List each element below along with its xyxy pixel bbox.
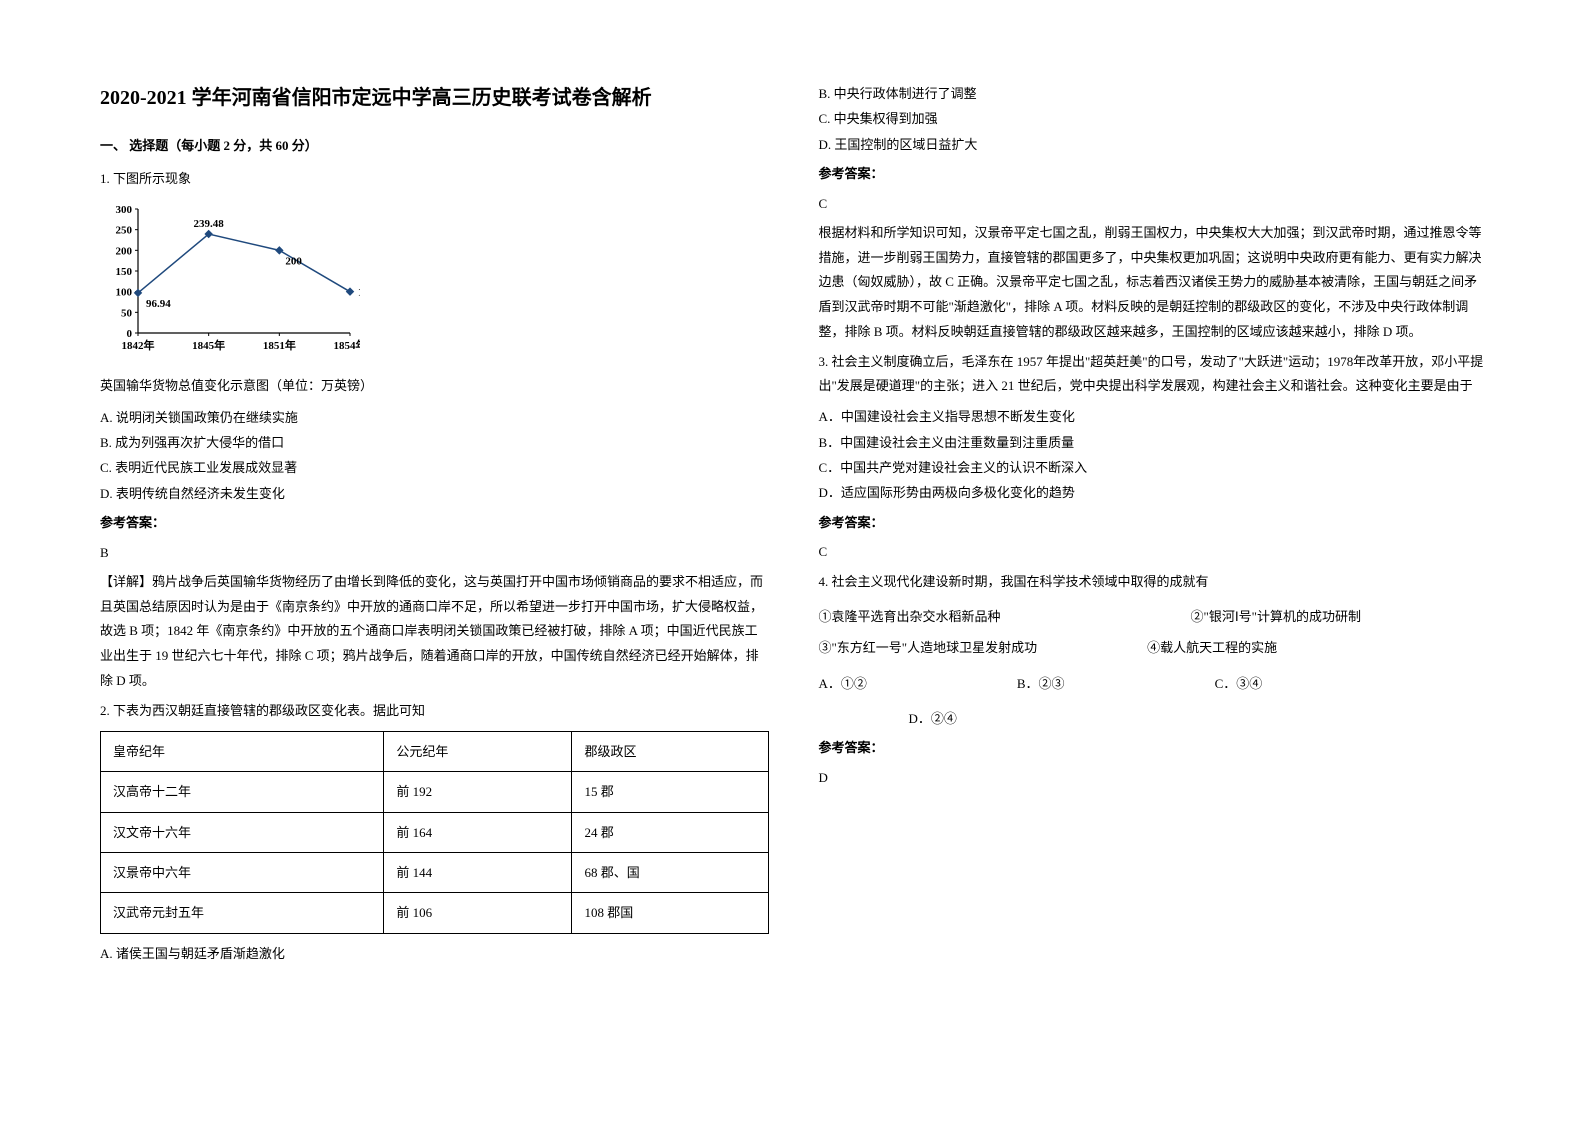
svg-text:0: 0	[127, 328, 133, 340]
q4-stem: 4. 社会主义现代化建设新时期，我国在科学技术领域中取得的成就有	[819, 570, 1488, 593]
section-header: 一、 选择题（每小题 2 分，共 60 分）	[100, 134, 769, 157]
table-cell: 前 164	[384, 812, 572, 852]
q4-answer: D	[819, 766, 1488, 789]
q4-answer-label: 参考答案：	[819, 736, 1488, 759]
q2-option-b: B. 中央行政体制进行了调整	[819, 82, 1488, 105]
q3-stem: 3. 社会主义制度确立后，毛泽东在 1957 年提出"超英赶美"的口号，发动了"…	[819, 350, 1488, 397]
svg-text:250: 250	[116, 224, 133, 236]
table-cell: 前 192	[384, 772, 572, 812]
table-cell: 汉文帝十六年	[101, 812, 384, 852]
q1-chart-container: 0 50 100 150 200 250 300 1842年 1845年 1851年 1854年 96…	[100, 199, 769, 366]
svg-text:200: 200	[285, 255, 302, 267]
table-header-row: 皇帝纪年 公元纪年 郡级政区	[101, 731, 769, 771]
q1-answer: B	[100, 541, 769, 564]
table-row: 汉景帝中六年 前 144 68 郡、国	[101, 852, 769, 892]
table-cell: 汉景帝中六年	[101, 852, 384, 892]
q3-answer-label: 参考答案：	[819, 511, 1488, 534]
table-row: 汉文帝十六年 前 164 24 郡	[101, 812, 769, 852]
q2-table: 皇帝纪年 公元纪年 郡级政区 汉高帝十二年 前 192 15 郡 汉文帝十六年 …	[100, 731, 769, 934]
q1-chart-caption: 英国输华货物总值变化示意图（单位：万英镑）	[100, 374, 769, 397]
q3-option-d: D．适应国际形势由两极向多极化变化的趋势	[819, 481, 1488, 504]
q2-answer-label: 参考答案：	[819, 162, 1488, 185]
svg-text:96.94: 96.94	[146, 298, 171, 310]
left-column: 2020-2021 学年河南省信阳市定远中学高三历史联考试卷含解析 一、 选择题…	[100, 80, 769, 967]
table-cell: 汉武帝元封五年	[101, 893, 384, 933]
q4-statements: ①袁隆平选育出杂交水稻新品种 ②"银河Ⅰ号"计算机的成功研制 ③"东方红一号"人…	[819, 605, 1488, 660]
table-header: 公元纪年	[384, 731, 572, 771]
q1-option-c: C. 表明近代民族工业发展成效显著	[100, 456, 769, 479]
svg-text:239.48: 239.48	[194, 218, 225, 230]
q1-option-b: B. 成为列强再次扩大侵华的借口	[100, 431, 769, 454]
svg-text:100: 100	[358, 286, 360, 298]
q4-options-row2: D．②④	[819, 707, 1488, 730]
q1-option-d: D. 表明传统自然经济未发生变化	[100, 482, 769, 505]
q4-option-a: A．①②	[819, 672, 867, 695]
table-row: 汉武帝元封五年 前 106 108 郡国	[101, 893, 769, 933]
svg-text:1845年: 1845年	[192, 338, 225, 352]
q2-option-d: D. 王国控制的区域日益扩大	[819, 133, 1488, 156]
q4-option-d: D．②④	[909, 711, 957, 726]
q2-explanation: 根据材料和所学知识可知，汉景帝平定七国之乱，削弱王国权力，中央集权大大加强；到汉…	[819, 221, 1488, 344]
svg-text:200: 200	[116, 245, 133, 257]
svg-text:50: 50	[121, 307, 133, 319]
q3-answer: C	[819, 540, 1488, 563]
table-cell: 15 郡	[572, 772, 768, 812]
q1-answer-label: 参考答案：	[100, 511, 769, 534]
svg-text:1842年: 1842年	[122, 338, 155, 352]
table-header: 郡级政区	[572, 731, 768, 771]
q1-explanation: 【详解】鸦片战争后英国输华货物经历了由增长到降低的变化，这与英国打开中国市场倾销…	[100, 570, 769, 693]
svg-text:300: 300	[116, 204, 133, 216]
svg-text:1854年: 1854年	[334, 338, 361, 352]
right-column: B. 中央行政体制进行了调整 C. 中央集权得到加强 D. 王国控制的区域日益扩…	[819, 80, 1488, 967]
q4-option-b: B．②③	[1017, 672, 1065, 695]
svg-text:150: 150	[116, 266, 133, 278]
q2-stem: 2. 下表为西汉朝廷直接管辖的郡级政区变化表。据此可知	[100, 699, 769, 722]
table-row: 汉高帝十二年 前 192 15 郡	[101, 772, 769, 812]
q4-option-c: C．③④	[1215, 672, 1263, 695]
table-cell: 68 郡、国	[572, 852, 768, 892]
q4-s2: ②"银河Ⅰ号"计算机的成功研制	[1191, 605, 1361, 628]
q4-s1: ①袁隆平选育出杂交水稻新品种	[819, 605, 1001, 628]
q4-s4: ④载人航天工程的实施	[1147, 636, 1277, 659]
table-header: 皇帝纪年	[101, 731, 384, 771]
q4-s3: ③"东方红一号"人造地球卫星发射成功	[819, 636, 1038, 659]
table-cell: 108 郡国	[572, 893, 768, 933]
svg-text:1851年: 1851年	[263, 338, 296, 352]
svg-text:100: 100	[116, 286, 133, 298]
q2-option-c: C. 中央集权得到加强	[819, 107, 1488, 130]
q1-stem: 1. 下图所示现象	[100, 167, 769, 190]
line-chart: 0 50 100 150 200 250 300 1842年 1845年 1851年 1854年 96…	[100, 199, 360, 359]
q2-answer: C	[819, 192, 1488, 215]
q1-option-a: A. 说明闭关锁国政策仍在继续实施	[100, 406, 769, 429]
table-cell: 前 106	[384, 893, 572, 933]
title: 2020-2021 学年河南省信阳市定远中学高三历史联考试卷含解析	[100, 80, 769, 116]
q4-options-row1: A．①② B．②③ C．③④	[819, 672, 1488, 695]
table-cell: 24 郡	[572, 812, 768, 852]
q3-option-c: C．中国共产党对建设社会主义的认识不断深入	[819, 456, 1488, 479]
q3-option-b: B．中国建设社会主义由注重数量到注重质量	[819, 431, 1488, 454]
q2-option-a: A. 诸侯王国与朝廷矛盾渐趋激化	[100, 942, 769, 965]
table-cell: 前 144	[384, 852, 572, 892]
q3-option-a: A．中国建设社会主义指导思想不断发生变化	[819, 405, 1488, 428]
table-cell: 汉高帝十二年	[101, 772, 384, 812]
